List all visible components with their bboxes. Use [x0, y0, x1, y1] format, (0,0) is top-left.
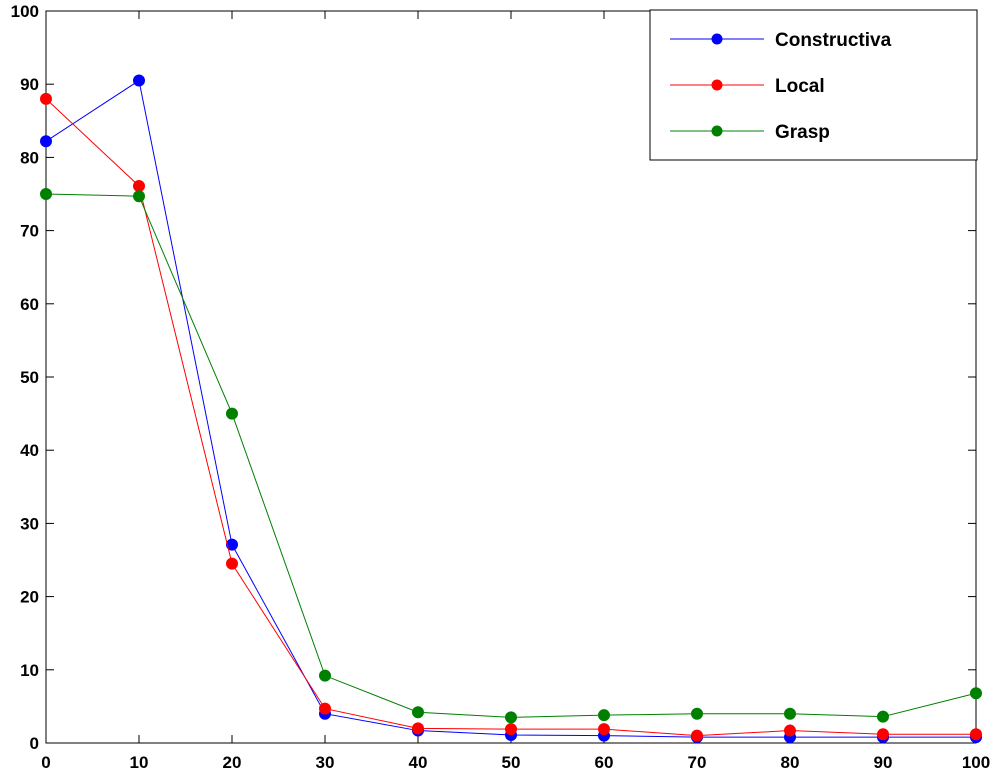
- series-local: [40, 92, 982, 742]
- y-tick-label: 0: [30, 734, 39, 753]
- data-point-local: [784, 724, 796, 737]
- data-point-local: [970, 728, 982, 741]
- data-point-grasp: [40, 188, 52, 200]
- series-constructiva: [40, 74, 982, 744]
- x-tick-label: 40: [409, 753, 428, 772]
- data-point-constructiva: [133, 74, 145, 87]
- y-tick-label: 90: [20, 75, 39, 94]
- legend-swatch-marker: [711, 33, 723, 45]
- x-tick-label: 90: [874, 753, 893, 772]
- x-tick-label: 60: [595, 753, 614, 772]
- data-point-local: [877, 728, 889, 741]
- data-point-local: [505, 723, 517, 736]
- x-tick-label: 20: [223, 753, 242, 772]
- y-tick-label: 80: [20, 148, 39, 167]
- data-point-grasp: [784, 707, 796, 720]
- data-point-grasp: [691, 707, 703, 720]
- data-point-local: [133, 179, 145, 192]
- y-tick-label: 100: [11, 2, 39, 21]
- data-point-grasp: [319, 669, 331, 682]
- y-tick-label: 60: [20, 295, 39, 314]
- series-line-grasp: [45, 193, 977, 718]
- x-tick-label: 30: [316, 753, 335, 772]
- series-area: [40, 74, 982, 744]
- data-point-grasp: [598, 709, 610, 722]
- y-tick-label: 70: [20, 222, 39, 241]
- data-point-local: [319, 702, 331, 715]
- data-point-grasp: [226, 407, 238, 420]
- legend-swatch-marker: [711, 79, 723, 91]
- legend-label: Local: [775, 76, 825, 97]
- y-tick-label: 40: [20, 441, 39, 460]
- y-tick-label: 10: [20, 661, 39, 680]
- data-point-grasp: [133, 190, 145, 203]
- data-point-grasp: [412, 706, 424, 719]
- data-point-grasp: [505, 711, 517, 724]
- data-point-grasp: [877, 710, 889, 723]
- legend-label: Constructiva: [775, 30, 892, 51]
- legend-label: Grasp: [775, 122, 830, 143]
- data-point-local: [598, 723, 610, 736]
- series-grasp: [40, 188, 982, 724]
- data-point-constructiva: [40, 135, 52, 148]
- x-tick-label: 70: [688, 753, 707, 772]
- data-point-local: [412, 722, 424, 735]
- x-tick-label: 80: [781, 753, 800, 772]
- series-line-constructiva: [45, 79, 976, 738]
- y-tick-label: 20: [20, 588, 39, 607]
- data-point-local: [226, 557, 238, 570]
- series-line-local: [45, 98, 976, 737]
- axes: 0 10 20 30 40 50 60 70 80 90 100 0 10 20 30 40 50 60 70 80 9…: [11, 2, 991, 772]
- y-tick-label: 50: [20, 368, 39, 387]
- data-point-local: [691, 729, 703, 742]
- legend-swatch-marker: [711, 125, 723, 137]
- data-point-local: [40, 92, 52, 105]
- y-tick-label: 30: [20, 514, 39, 533]
- x-tick-label: 0: [41, 753, 50, 772]
- data-point-constructiva: [226, 538, 238, 551]
- x-tick-label: 10: [130, 753, 149, 772]
- legend: Constructiva Local Grasp: [649, 9, 978, 161]
- x-tick-label: 100: [962, 753, 990, 772]
- x-tick-label: 50: [502, 753, 521, 772]
- data-point-grasp: [970, 687, 982, 700]
